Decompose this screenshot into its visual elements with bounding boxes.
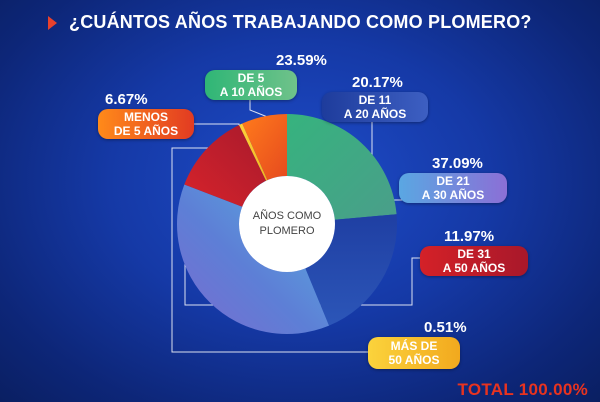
slice-category-line1: DE 31 [457, 247, 491, 261]
slice-menos-de-5-años [242, 114, 287, 181]
slice-percentage-label: 20.17% [352, 74, 403, 91]
slice-category-line2: DE 5 AÑOS [113, 124, 179, 138]
chart-title: ¿CUÁNTOS AÑOS TRABAJANDO COMO PLOMERO? [69, 12, 532, 32]
slice-category-text: DE 31 A 50 AÑOS [443, 247, 505, 275]
slice-category-label: MENOS DE 5 AÑOS [98, 109, 194, 139]
slice-category-label: DE 11 A 20 AÑOS [322, 92, 428, 122]
slice-category-line2: A 50 AÑOS [442, 261, 506, 275]
chart-title-bar: ¿CUÁNTOS AÑOS TRABAJANDO COMO PLOMERO? [48, 12, 532, 33]
slice-category-line2: A 20 AÑOS [343, 107, 407, 121]
slice-category-line1: DE 5 [237, 71, 265, 85]
title-arrow-icon [48, 15, 57, 30]
slice-percentage-label: 0.51% [424, 319, 467, 336]
donut-center-circle [239, 176, 335, 272]
slice-category-text: MÁS DE 50 AÑOS [389, 339, 440, 367]
donut-center-label: AÑOS COMO PLOMERO [252, 210, 322, 237]
slice-category-line1: MENOS [123, 110, 168, 124]
donut-slices [176, 114, 397, 334]
leader-line [171, 147, 368, 353]
slice-de-31-a-50-años [184, 125, 267, 207]
slice-más-de-50-años [239, 123, 268, 181]
slice-percentage-label: 37.09% [432, 155, 483, 172]
slice-category-text: DE 11 A 20 AÑOS [344, 93, 406, 121]
leader-line [184, 250, 420, 306]
slice-category-line1: DE 21 [436, 174, 470, 188]
slice-percentage-label: 6.67% [105, 91, 148, 108]
slice-category-line2: A 10 AÑOS [219, 85, 283, 99]
slice-percentage-label: 23.59% [276, 52, 327, 69]
slice-category-line1: MÁS DE [390, 339, 438, 353]
slice-category-text: DE 21 A 30 AÑOS [422, 174, 484, 202]
slice-de-21-a-30-años [176, 184, 330, 334]
slice-category-line2: A 30 AÑOS [421, 188, 485, 202]
slice-category-label: DE 31 A 50 AÑOS [420, 246, 528, 276]
total-label: TOTAL 100.00% [457, 380, 588, 399]
slice-de-11-a-20-años [305, 214, 397, 326]
slice-de-5-a-10-años [287, 114, 397, 220]
slice-category-label: MÁS DE 50 AÑOS [368, 337, 460, 369]
slice-percentage-label: 11.97% [444, 228, 495, 245]
slice-category-line2: 50 AÑOS [388, 353, 440, 367]
slice-category-label: DE 21 A 30 AÑOS [399, 173, 507, 203]
slice-category-text: MENOS DE 5 AÑOS [114, 110, 178, 138]
slice-category-line1: DE 11 [358, 93, 392, 107]
